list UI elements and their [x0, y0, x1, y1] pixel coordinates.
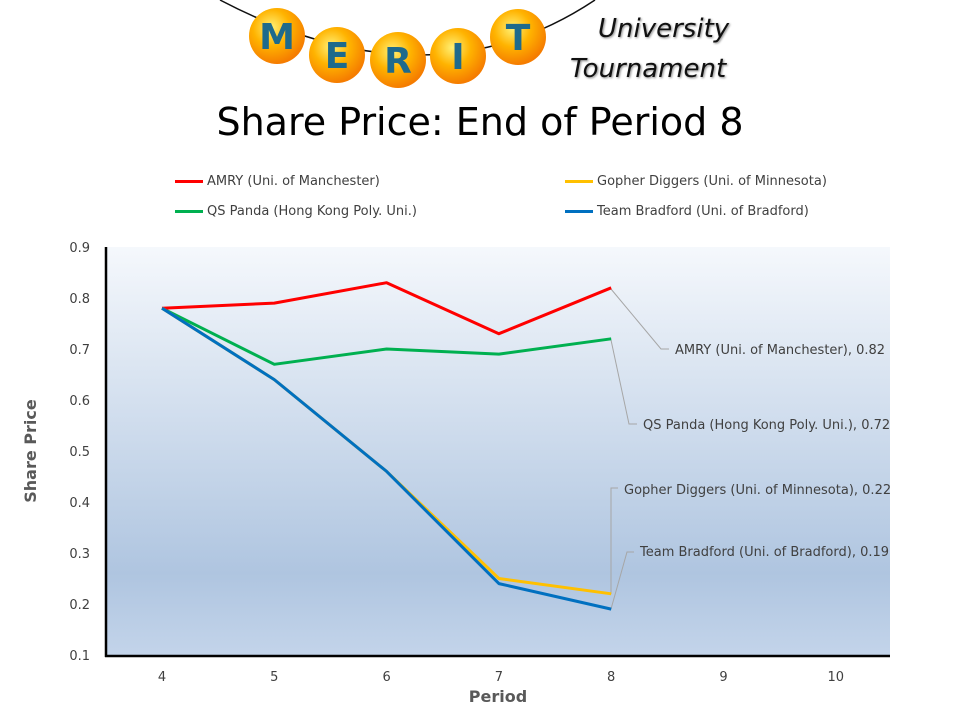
x-tick-label: 10: [828, 670, 845, 685]
x-tick-label: 4: [158, 670, 166, 685]
y-tick-label: 0.4: [69, 496, 90, 511]
y-tick-label: 0.5: [69, 445, 90, 460]
legend-label: QS Panda (Hong Kong Poly. Uni.): [207, 204, 417, 219]
data-label: Team Bradford (Uni. of Bradford), 0.19: [639, 545, 889, 560]
logo-university-text: University: [598, 14, 730, 44]
legend-swatch: [175, 180, 203, 183]
y-tick-label: 0.9: [69, 241, 90, 256]
logo-ball: I: [430, 28, 486, 84]
logo-ball: R: [370, 32, 426, 88]
plot-area: [106, 247, 890, 655]
data-label: AMRY (Uni. of Manchester), 0.82: [675, 343, 885, 358]
y-tick-label: 0.8: [69, 292, 90, 307]
legend-label: Team Bradford (Uni. of Bradford): [597, 204, 809, 219]
logo-ball: E: [309, 27, 365, 83]
data-label: Gopher Diggers (Uni. of Minnesota), 0.22: [624, 483, 891, 498]
legend-swatch: [175, 210, 203, 213]
logo-ball: M: [249, 8, 305, 64]
y-tick-label: 0.3: [69, 547, 90, 562]
y-tick-label: 0.2: [69, 598, 90, 613]
x-tick-label: 5: [270, 670, 278, 685]
leader-line: [610, 487, 618, 594]
x-tick-label: 9: [719, 670, 727, 685]
x-axis-title: Period: [469, 687, 527, 706]
x-tick-label: 7: [495, 670, 503, 685]
leader-line: [610, 551, 634, 610]
chart-title: Share Price: End of Period 8: [216, 100, 744, 144]
legend-item-gopher: Gopher Diggers (Uni. of Minnesota): [565, 174, 827, 189]
data-label: QS Panda (Hong Kong Poly. Uni.), 0.72: [643, 418, 890, 433]
logo-letter: E: [325, 36, 350, 77]
legend-swatch: [565, 180, 593, 183]
legend-label: Gopher Diggers (Uni. of Minnesota): [597, 174, 827, 189]
logo-letter: M: [259, 17, 295, 58]
legend-item-amry: AMRY (Uni. of Manchester): [175, 174, 380, 189]
logo-letter: R: [384, 41, 412, 82]
x-tick-label: 6: [382, 670, 390, 685]
logo-letter: T: [506, 18, 531, 59]
y-tick-label: 0.1: [69, 649, 90, 664]
leader-line: [610, 288, 669, 350]
logo-tournament-text: Tournament: [570, 54, 727, 84]
legend-swatch: [565, 210, 593, 213]
x-tick-label: 8: [607, 670, 615, 685]
leader-line: [610, 339, 637, 425]
logo-ball: T: [490, 9, 546, 65]
legend-item-qs-panda: QS Panda (Hong Kong Poly. Uni.): [175, 204, 417, 219]
legend-label: AMRY (Uni. of Manchester): [207, 174, 380, 189]
y-tick-label: 0.7: [69, 343, 90, 358]
legend-item-bradford: Team Bradford (Uni. of Bradford): [565, 204, 809, 219]
y-axis-title: Share Price: [21, 399, 40, 503]
y-tick-label: 0.6: [69, 394, 90, 409]
logo-letter: I: [451, 37, 464, 78]
